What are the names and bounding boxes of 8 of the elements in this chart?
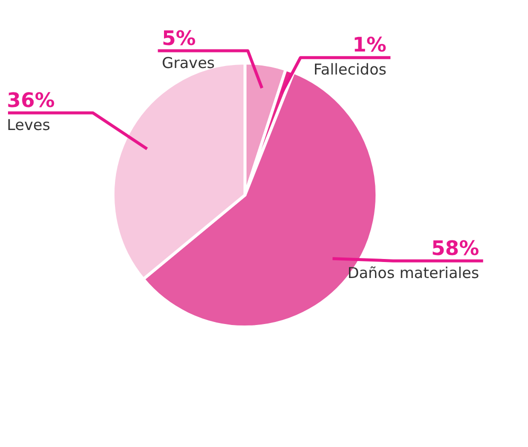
data-label: 36%	[6, 88, 55, 112]
data-label: 1%	[352, 32, 386, 57]
data-label: 5%	[162, 26, 196, 50]
slice-label: Graves	[162, 54, 215, 72]
slice-label: Leves	[6, 116, 50, 134]
slice-label: Fallecidos	[314, 60, 387, 79]
data-label: 58%	[431, 236, 480, 260]
slice-label: Daños materiales	[347, 264, 480, 282]
